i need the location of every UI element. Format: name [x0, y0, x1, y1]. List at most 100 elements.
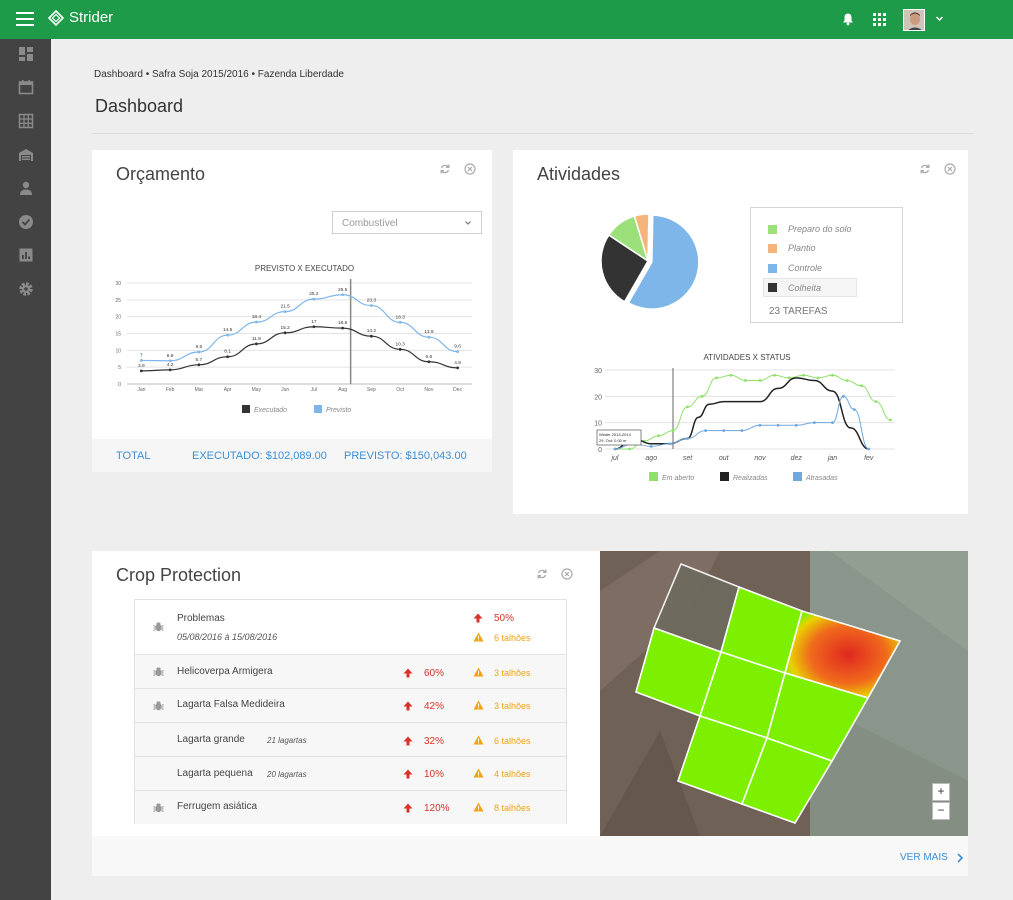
apps-grid-icon[interactable]: [873, 13, 886, 26]
x-tick-label: dez: [791, 455, 803, 462]
avatar[interactable]: [903, 9, 925, 31]
pie-slice: [627, 214, 700, 310]
row-talhoes: 4 talhões: [494, 769, 531, 779]
refresh-icon[interactable]: [536, 568, 548, 580]
data-label: 26.5: [338, 287, 348, 293]
header-divider: [92, 133, 974, 134]
data-label: 6.9: [167, 353, 174, 359]
y-tick-label: 10: [115, 348, 121, 354]
x-tick-label: fev: [864, 455, 874, 462]
warehouse-icon[interactable]: [18, 147, 34, 163]
grid-icon[interactable]: [18, 113, 34, 129]
legend-swatch: [242, 405, 250, 413]
data-label: 9.5: [196, 344, 203, 350]
close-circle-icon[interactable]: [561, 568, 573, 580]
app-logo[interactable]: Strider: [48, 9, 113, 26]
app-name: Strider: [69, 9, 114, 26]
arrow-up-icon: [473, 613, 483, 623]
legend-swatch: [720, 472, 729, 481]
legend-item[interactable]: Colheita: [763, 278, 857, 297]
table-row[interactable]: Lagarta Falsa Medideira 42% 3 talhões: [135, 688, 566, 722]
x-tick-label: Feb: [166, 387, 175, 393]
menu-icon[interactable]: [16, 12, 34, 26]
data-point: [686, 405, 689, 409]
settings-gear-icon[interactable]: [18, 281, 34, 297]
legend-item[interactable]: Plantio: [768, 243, 816, 253]
table-row[interactable]: Lagarta grande 21 lagartas 32% 6 talhões: [135, 722, 566, 756]
refresh-icon[interactable]: [919, 163, 931, 175]
report-icon[interactable]: [18, 247, 34, 263]
row-pct: 120%: [424, 803, 450, 814]
crop-table: Problemas 05/08/2016 à 15/08/2016 50% 6 …: [134, 599, 567, 824]
refresh-icon[interactable]: [439, 163, 451, 175]
row-count: 21 lagartas: [267, 736, 307, 745]
table-row[interactable]: Lagarta pequena 20 lagartas 10% 4 talhõe…: [135, 756, 566, 790]
pie-slice: [600, 233, 650, 303]
x-tick-label: Jan: [137, 387, 145, 393]
data-point: [341, 326, 345, 330]
data-label: 11.9: [252, 336, 261, 342]
series-line: [614, 395, 870, 450]
legend-label: Realizadas: [733, 475, 768, 482]
legend-swatch: [768, 243, 777, 253]
x-tick-label: Oct: [396, 387, 404, 393]
data-label: 18.4: [252, 314, 262, 320]
table-row[interactable]: Ferrugem asiática 120% 8 talhões: [135, 790, 566, 824]
warning-icon: [473, 768, 484, 778]
x-tick-label: Jun: [281, 387, 289, 393]
zoom-out-button[interactable]: −: [932, 802, 950, 820]
y-tick-label: 25: [115, 298, 121, 304]
close-circle-icon[interactable]: [944, 163, 956, 175]
zoom-in-button[interactable]: +: [932, 783, 950, 801]
legend-label: Atrasadas: [805, 475, 838, 482]
crop-summary-row[interactable]: Problemas 05/08/2016 à 15/08/2016 50% 6 …: [135, 600, 566, 654]
data-point: [628, 447, 631, 451]
ver-mais-link[interactable]: VER MAIS: [900, 852, 964, 863]
row-talhoes: 3 talhões: [494, 701, 531, 711]
breadcrumb[interactable]: Dashboard • Safra Soja 2015/2016 • Fazen…: [94, 69, 344, 80]
data-point: [758, 379, 762, 382]
data-point: [456, 366, 460, 370]
tooltip-line: Winter 2013-2014: [599, 432, 632, 437]
chevron-down-icon[interactable]: [935, 14, 944, 23]
legend-swatch: [768, 263, 777, 273]
data-point: [283, 331, 287, 335]
data-point: [715, 376, 718, 380]
dashboard-icon[interactable]: [18, 46, 34, 62]
data-label: 10.3: [395, 341, 405, 347]
total-label: TOTAL: [116, 450, 151, 462]
warning-icon: [473, 700, 484, 710]
crop-summary-name: Problemas: [177, 613, 225, 624]
y-tick-label: 5: [118, 365, 121, 371]
chart-title: PREVISTO X EXECUTADO: [255, 264, 354, 273]
x-tick-label: Mar: [195, 387, 204, 393]
data-point: [312, 297, 316, 301]
data-point: [841, 394, 845, 398]
y-tick-label: 0: [118, 382, 121, 388]
category-select-value: Combustível: [342, 218, 398, 229]
data-point: [168, 359, 172, 363]
crop-summary-pct: 50%: [494, 613, 515, 624]
calendar-icon[interactable]: [18, 79, 34, 95]
close-circle-icon[interactable]: [464, 163, 476, 175]
arrow-up-icon: [403, 701, 413, 711]
data-point: [254, 342, 258, 346]
category-select[interactable]: Combustível: [332, 211, 482, 234]
table-row[interactable]: Helicoverpa Armigera 60% 3 talhões: [135, 654, 566, 688]
user-icon[interactable]: [18, 180, 34, 196]
legend-item[interactable]: Preparo do solo: [768, 224, 852, 234]
data-point: [671, 429, 675, 432]
legend-label: Preparo do solo: [788, 224, 852, 234]
legend-item[interactable]: Controle: [768, 263, 822, 273]
x-tick-label: ago: [645, 455, 657, 462]
legend-swatch: [649, 472, 658, 481]
arrow-up-icon: [403, 803, 413, 813]
data-point: [776, 423, 780, 427]
tooltip-box: [596, 429, 642, 446]
field-map[interactable]: + −: [600, 551, 968, 836]
bell-icon[interactable]: [841, 12, 855, 26]
data-label: 21.5: [280, 304, 290, 310]
data-point: [686, 437, 689, 440]
check-circle-icon[interactable]: [18, 214, 34, 230]
row-talhoes: 3 talhões: [494, 668, 531, 678]
